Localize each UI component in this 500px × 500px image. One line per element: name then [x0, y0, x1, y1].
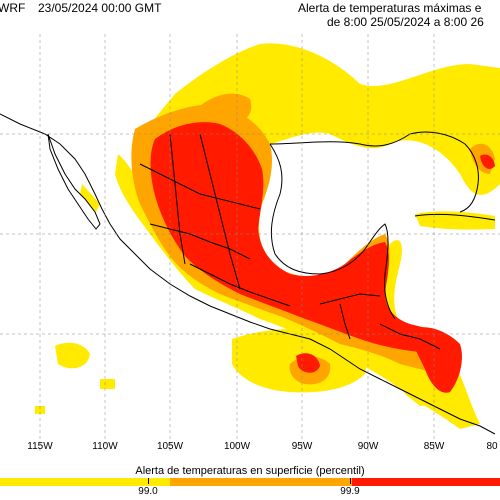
map-header: WRF 23/05/2024 00:00 GMT Alerta de tempe…	[0, 0, 500, 34]
lon-label: 115W	[27, 441, 53, 452]
legend-swatch-red	[352, 478, 500, 486]
graticule	[0, 34, 500, 452]
lon-label: 105W	[156, 441, 184, 452]
title-line-2: de 8:00 25/05/2024 a 8:00 26	[327, 15, 484, 29]
legend-tick-mark	[148, 478, 149, 484]
legend-tick-label: 99.0	[138, 486, 158, 497]
legend-colorbar	[0, 478, 500, 486]
coastlines-and-borders	[0, 113, 496, 435]
lon-label: 90W	[357, 441, 379, 452]
legend-tick-label: 99.9	[340, 486, 360, 497]
lon-label: 95W	[291, 441, 313, 452]
legend-tick-mark	[350, 478, 351, 484]
lon-label: 80	[486, 441, 498, 452]
model-label: WRF	[0, 1, 26, 15]
legend-swatch-orange	[170, 478, 352, 486]
title-line-1: Alerta de temperaturas máximas e	[298, 1, 482, 15]
lon-label: 110W	[92, 441, 118, 452]
legend-swatch-yellow	[0, 478, 170, 486]
temperature-alert-map	[0, 34, 500, 452]
lon-label: 85W	[423, 441, 445, 452]
alert-zone-yellow	[35, 43, 500, 429]
legend-title: Alerta de temperaturas en superficie (pe…	[135, 465, 365, 477]
lon-label: 100W	[223, 441, 251, 452]
init-time: 23/05/2024 00:00 GMT	[38, 1, 162, 15]
